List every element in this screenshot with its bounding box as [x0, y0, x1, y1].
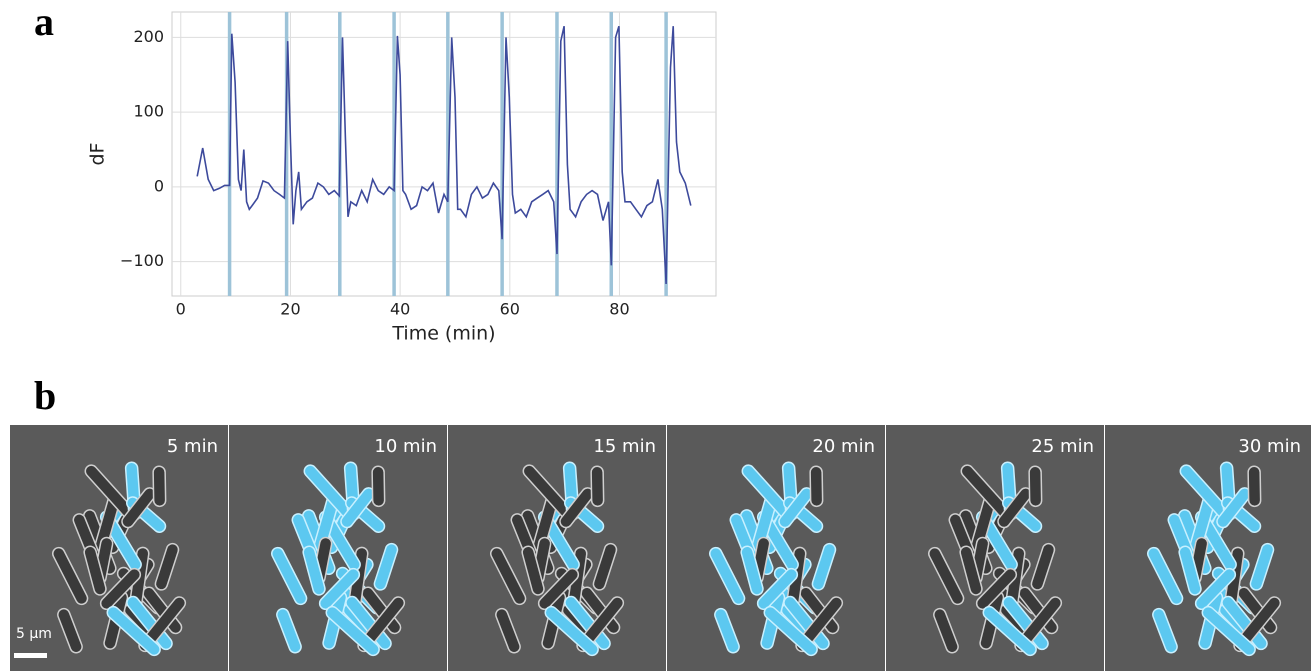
cell [811, 542, 837, 591]
x-tick-label: 40 [390, 300, 410, 319]
cell [1028, 465, 1043, 508]
cell [318, 567, 361, 611]
cell [537, 567, 580, 611]
x-tick-label: 0 [176, 300, 186, 319]
cell [740, 545, 764, 596]
cell [521, 545, 545, 596]
y-tick-label: 200 [133, 27, 164, 46]
cell [928, 546, 965, 606]
y-tick-label: 100 [133, 102, 164, 121]
scale-bar [14, 653, 47, 658]
cell [1194, 567, 1237, 611]
cell [106, 605, 161, 657]
cell [325, 605, 380, 657]
cell [373, 542, 399, 591]
panel-label: a [34, 0, 54, 44]
frame-label: 20 min [812, 436, 875, 457]
cell [490, 546, 527, 606]
cell [152, 465, 167, 508]
cell [154, 542, 180, 591]
x-tick-label: 60 [500, 300, 520, 319]
cell [83, 545, 107, 596]
cell [1030, 542, 1056, 591]
cell [1201, 605, 1256, 657]
plot-area [171, 11, 717, 297]
cell [99, 567, 142, 611]
cell [709, 546, 746, 606]
cell [495, 607, 521, 654]
cell [271, 546, 308, 606]
cell [756, 567, 799, 611]
x-axis-label: Time (min) [391, 323, 495, 345]
x-tick-label: 80 [609, 300, 629, 319]
cell [592, 542, 618, 591]
scale-bar-label: 5 µm [16, 626, 52, 642]
x-tick-label: 20 [280, 300, 300, 319]
frame-label: 30 min [1238, 436, 1301, 457]
cell [1147, 546, 1184, 606]
cell [371, 465, 386, 508]
cell [982, 605, 1037, 657]
cell [590, 465, 605, 508]
y-tick-label: 0 [154, 176, 164, 195]
cell [57, 607, 83, 654]
cell [302, 545, 326, 596]
cell [52, 546, 89, 606]
frame-label: 25 min [1031, 436, 1094, 457]
y-tick-label: −100 [120, 251, 164, 270]
panel-label: b [34, 373, 56, 418]
cell [809, 465, 824, 508]
cell [1152, 607, 1178, 654]
cell [714, 607, 740, 654]
cell [1249, 542, 1275, 591]
cell [1247, 465, 1262, 508]
cell [276, 607, 302, 654]
frame-label: 5 min [167, 436, 218, 457]
data-line [196, 25, 692, 285]
frame-label: 15 min [593, 436, 656, 457]
y-axis-label: dF [87, 143, 109, 166]
cell [975, 567, 1018, 611]
cell [544, 605, 599, 657]
frame-label: 10 min [374, 436, 437, 457]
cell [1178, 545, 1202, 596]
cell [763, 605, 818, 657]
cell [959, 545, 983, 596]
cell [933, 607, 959, 654]
